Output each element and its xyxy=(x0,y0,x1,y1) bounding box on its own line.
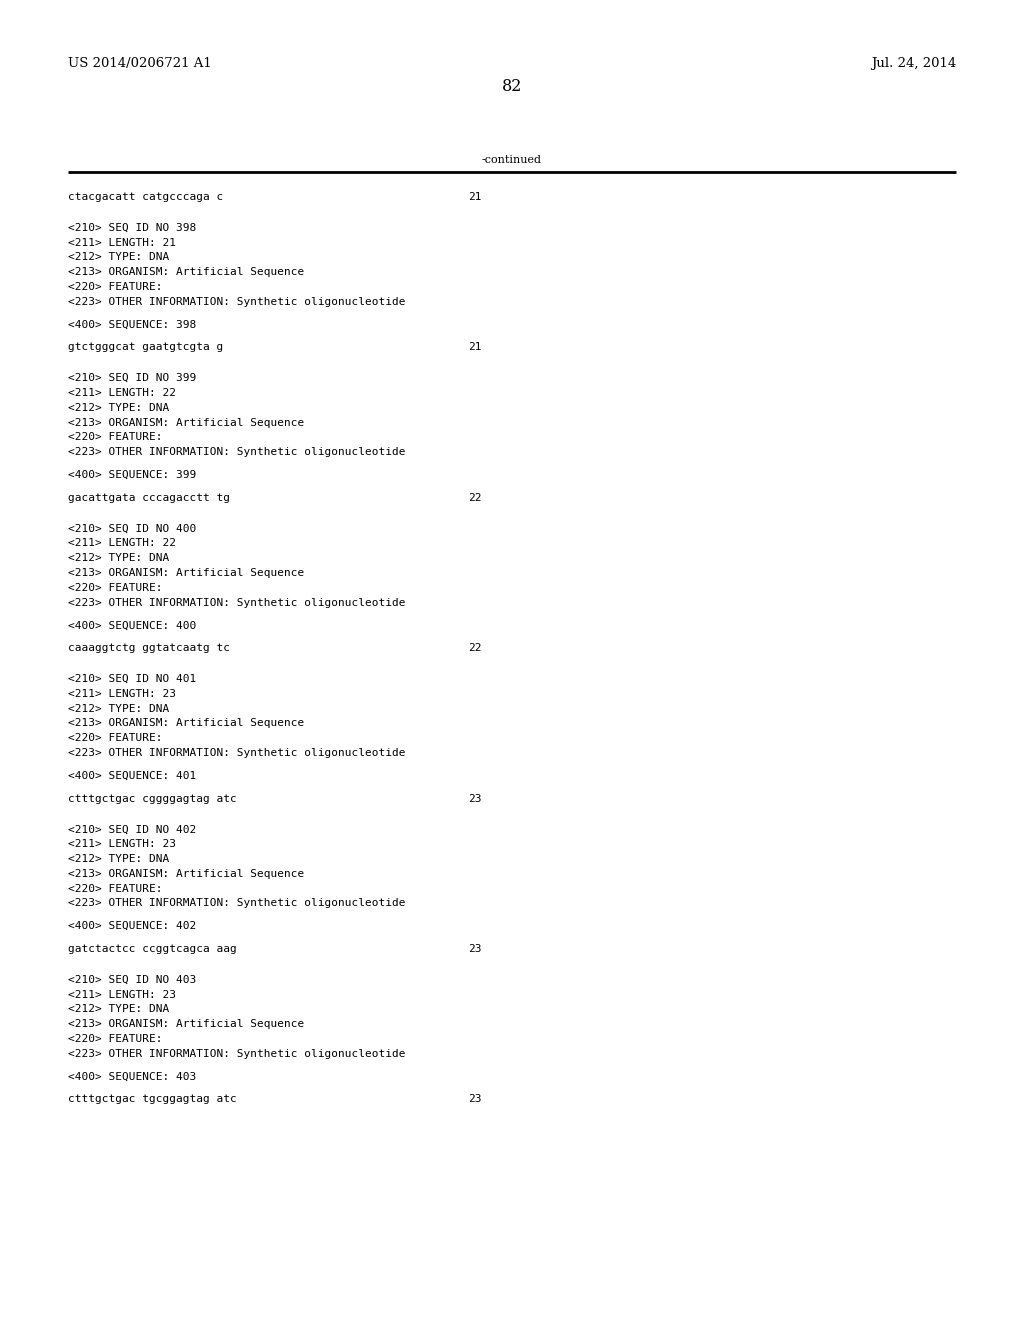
Text: Jul. 24, 2014: Jul. 24, 2014 xyxy=(870,57,956,70)
Text: <210> SEQ ID NO 398: <210> SEQ ID NO 398 xyxy=(68,223,197,232)
Text: caaaggtctg ggtatcaatg tc: caaaggtctg ggtatcaatg tc xyxy=(68,643,230,653)
Text: <210> SEQ ID NO 402: <210> SEQ ID NO 402 xyxy=(68,825,197,834)
Text: <212> TYPE: DNA: <212> TYPE: DNA xyxy=(68,1005,169,1014)
Text: 22: 22 xyxy=(468,492,481,503)
Text: <213> ORGANISM: Artificial Sequence: <213> ORGANISM: Artificial Sequence xyxy=(68,267,304,277)
Text: <220> FEATURE:: <220> FEATURE: xyxy=(68,733,163,743)
Text: <211> LENGTH: 23: <211> LENGTH: 23 xyxy=(68,990,176,999)
Text: <213> ORGANISM: Artificial Sequence: <213> ORGANISM: Artificial Sequence xyxy=(68,1019,304,1030)
Text: <212> TYPE: DNA: <212> TYPE: DNA xyxy=(68,704,169,714)
Text: 22: 22 xyxy=(468,643,481,653)
Text: <211> LENGTH: 22: <211> LENGTH: 22 xyxy=(68,539,176,548)
Text: gatctactcc ccggtcagca aag: gatctactcc ccggtcagca aag xyxy=(68,944,237,954)
Text: <223> OTHER INFORMATION: Synthetic oligonucleotide: <223> OTHER INFORMATION: Synthetic oligo… xyxy=(68,598,406,607)
Text: <211> LENGTH: 22: <211> LENGTH: 22 xyxy=(68,388,176,399)
Text: 21: 21 xyxy=(468,191,481,202)
Text: <223> OTHER INFORMATION: Synthetic oligonucleotide: <223> OTHER INFORMATION: Synthetic oligo… xyxy=(68,297,406,306)
Text: <400> SEQUENCE: 399: <400> SEQUENCE: 399 xyxy=(68,470,197,480)
Text: <223> OTHER INFORMATION: Synthetic oligonucleotide: <223> OTHER INFORMATION: Synthetic oligo… xyxy=(68,447,406,457)
Text: ctttgctgac cggggagtag atc: ctttgctgac cggggagtag atc xyxy=(68,793,237,804)
Text: <210> SEQ ID NO 400: <210> SEQ ID NO 400 xyxy=(68,524,197,533)
Text: ctttgctgac tgcggagtag atc: ctttgctgac tgcggagtag atc xyxy=(68,1094,237,1105)
Text: <213> ORGANISM: Artificial Sequence: <213> ORGANISM: Artificial Sequence xyxy=(68,718,304,729)
Text: <223> OTHER INFORMATION: Synthetic oligonucleotide: <223> OTHER INFORMATION: Synthetic oligo… xyxy=(68,899,406,908)
Text: <220> FEATURE:: <220> FEATURE: xyxy=(68,583,163,593)
Text: ctacgacatt catgcccaga c: ctacgacatt catgcccaga c xyxy=(68,191,223,202)
Text: US 2014/0206721 A1: US 2014/0206721 A1 xyxy=(68,57,212,70)
Text: 23: 23 xyxy=(468,793,481,804)
Text: <211> LENGTH: 23: <211> LENGTH: 23 xyxy=(68,840,176,849)
Text: <210> SEQ ID NO 401: <210> SEQ ID NO 401 xyxy=(68,675,197,684)
Text: <220> FEATURE:: <220> FEATURE: xyxy=(68,1034,163,1044)
Text: <212> TYPE: DNA: <212> TYPE: DNA xyxy=(68,252,169,263)
Text: <220> FEATURE:: <220> FEATURE: xyxy=(68,883,163,894)
Text: <211> LENGTH: 23: <211> LENGTH: 23 xyxy=(68,689,176,698)
Text: <212> TYPE: DNA: <212> TYPE: DNA xyxy=(68,553,169,564)
Text: 82: 82 xyxy=(502,78,522,95)
Text: <210> SEQ ID NO 399: <210> SEQ ID NO 399 xyxy=(68,374,197,383)
Text: <213> ORGANISM: Artificial Sequence: <213> ORGANISM: Artificial Sequence xyxy=(68,568,304,578)
Text: <400> SEQUENCE: 402: <400> SEQUENCE: 402 xyxy=(68,921,197,931)
Text: <400> SEQUENCE: 398: <400> SEQUENCE: 398 xyxy=(68,319,197,330)
Text: <400> SEQUENCE: 400: <400> SEQUENCE: 400 xyxy=(68,620,197,631)
Text: <213> ORGANISM: Artificial Sequence: <213> ORGANISM: Artificial Sequence xyxy=(68,869,304,879)
Text: <212> TYPE: DNA: <212> TYPE: DNA xyxy=(68,854,169,865)
Text: <400> SEQUENCE: 403: <400> SEQUENCE: 403 xyxy=(68,1072,197,1081)
Text: <220> FEATURE:: <220> FEATURE: xyxy=(68,433,163,442)
Text: <212> TYPE: DNA: <212> TYPE: DNA xyxy=(68,403,169,413)
Text: <223> OTHER INFORMATION: Synthetic oligonucleotide: <223> OTHER INFORMATION: Synthetic oligo… xyxy=(68,748,406,758)
Text: 23: 23 xyxy=(468,944,481,954)
Text: -continued: -continued xyxy=(482,154,542,165)
Text: gacattgata cccagacctt tg: gacattgata cccagacctt tg xyxy=(68,492,230,503)
Text: <220> FEATURE:: <220> FEATURE: xyxy=(68,282,163,292)
Text: <213> ORGANISM: Artificial Sequence: <213> ORGANISM: Artificial Sequence xyxy=(68,417,304,428)
Text: gtctgggcat gaatgtcgta g: gtctgggcat gaatgtcgta g xyxy=(68,342,223,352)
Text: 23: 23 xyxy=(468,1094,481,1105)
Text: <223> OTHER INFORMATION: Synthetic oligonucleotide: <223> OTHER INFORMATION: Synthetic oligo… xyxy=(68,1049,406,1059)
Text: 21: 21 xyxy=(468,342,481,352)
Text: <400> SEQUENCE: 401: <400> SEQUENCE: 401 xyxy=(68,771,197,781)
Text: <210> SEQ ID NO 403: <210> SEQ ID NO 403 xyxy=(68,974,197,985)
Text: <211> LENGTH: 21: <211> LENGTH: 21 xyxy=(68,238,176,248)
